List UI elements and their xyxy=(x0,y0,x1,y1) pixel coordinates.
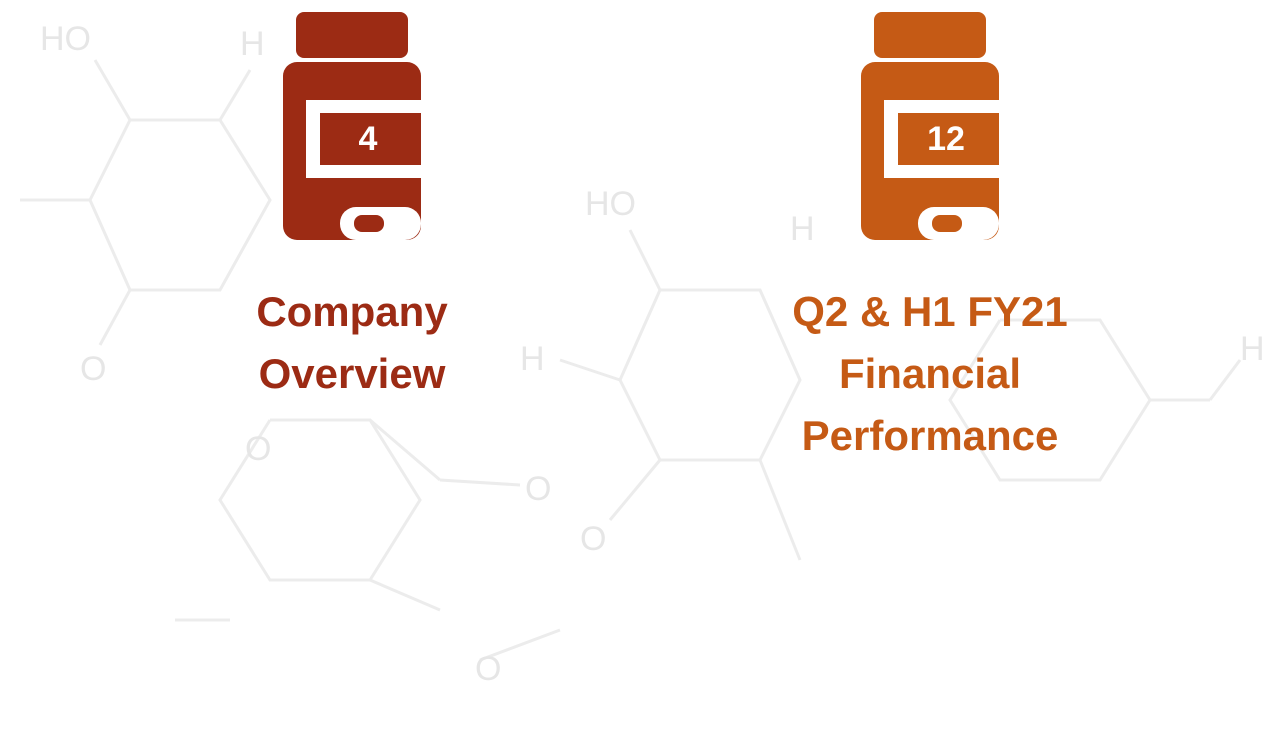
section-title: Overview xyxy=(259,350,446,397)
svg-text:H: H xyxy=(790,210,815,248)
pill-half xyxy=(354,215,384,232)
section-title: Financial xyxy=(839,350,1021,397)
svg-text:O: O xyxy=(525,470,551,508)
section-link[interactable]: 12 xyxy=(861,12,999,240)
section-link[interactable]: 4 xyxy=(283,12,421,240)
label-inner xyxy=(320,113,421,165)
pill-half xyxy=(932,215,962,232)
page-number: 12 xyxy=(927,120,965,158)
svg-text:H: H xyxy=(520,340,545,378)
svg-text:H: H xyxy=(240,25,265,63)
svg-text:O: O xyxy=(475,650,501,688)
page-number: 4 xyxy=(359,120,378,158)
svg-text:HO: HO xyxy=(585,185,636,223)
section-title: Performance xyxy=(802,412,1059,459)
svg-text:O: O xyxy=(245,430,271,468)
bottle-cap xyxy=(296,12,408,58)
bottle-cap xyxy=(874,12,986,58)
label-inner xyxy=(898,113,999,165)
section-title: Company xyxy=(256,288,448,335)
svg-text:O: O xyxy=(580,520,606,558)
svg-text:HO: HO xyxy=(40,20,91,58)
svg-text:H: H xyxy=(1240,330,1265,368)
items: 4 Company Overview 12 Q2 & H1 FY21 Financial P… xyxy=(256,12,1068,459)
svg-text:O: O xyxy=(80,350,106,388)
section-title: Q2 & H1 FY21 xyxy=(792,288,1067,335)
